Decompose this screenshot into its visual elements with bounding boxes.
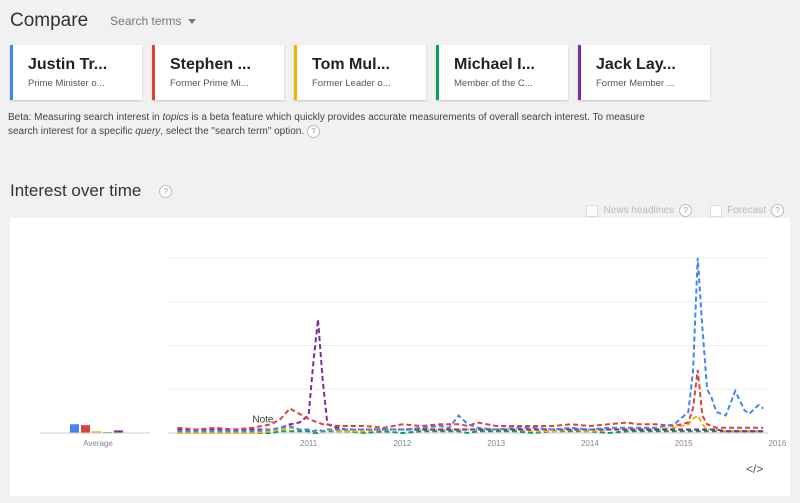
- help-icon[interactable]: ?: [771, 204, 784, 217]
- series-line: [177, 257, 764, 433]
- search-terms-label: Search terms: [110, 14, 182, 28]
- compare-cards: Justin Tr... Prime Minister o... Stephen…: [10, 45, 710, 100]
- card-color-bar: [152, 45, 155, 100]
- x-tick-label: 2012: [393, 439, 411, 448]
- chart-options: News headlines ? Forecast ?: [568, 204, 784, 217]
- interest-over-time-header: Interest over time ?: [10, 181, 173, 201]
- help-icon[interactable]: ?: [306, 125, 320, 138]
- average-bar: [92, 431, 101, 433]
- forecast-option[interactable]: Forecast ?: [710, 204, 784, 217]
- beta-text-3: , select the "search term" option.: [160, 126, 305, 138]
- news-headlines-checkbox[interactable]: [586, 204, 599, 217]
- card-desc: Former Leader o...: [312, 78, 391, 89]
- series-line: [177, 369, 764, 431]
- beta-notice: Beta: Measuring search interest in topic…: [8, 111, 648, 139]
- beta-text-1: Beta: Measuring search interest in: [8, 112, 163, 123]
- x-tick-label: 2015: [675, 439, 693, 448]
- topic-card-justin[interactable]: Justin Tr... Prime Minister o...: [10, 45, 142, 100]
- x-tick-label: 2016: [768, 439, 786, 448]
- card-desc: Member of the C...: [454, 78, 533, 89]
- search-terms-dropdown[interactable]: Search terms: [110, 14, 196, 28]
- topic-card-stephen[interactable]: Stephen ... Former Prime Mi...: [152, 45, 284, 100]
- embed-code-button[interactable]: </>: [746, 462, 764, 476]
- card-color-bar: [436, 45, 439, 100]
- card-color-bar: [578, 45, 581, 100]
- chart-panel: News headlines ? Forecast ? 2011 2012 2013…: [10, 204, 790, 496]
- average-bar: [81, 425, 90, 433]
- x-tick-label: 2013: [487, 439, 505, 448]
- average-bar: [114, 430, 123, 433]
- caret-down-icon: [187, 18, 196, 24]
- forecast-label: Forecast: [727, 205, 766, 216]
- x-tick-label: 2014: [581, 439, 599, 448]
- help-icon[interactable]: ?: [159, 184, 173, 198]
- card-desc: Former Prime Mi...: [170, 78, 249, 89]
- card-name: Justin Tr...: [28, 56, 108, 73]
- average-bar: [70, 424, 79, 433]
- series-line: [177, 319, 764, 433]
- card-name: Jack Lay...: [596, 56, 676, 73]
- card-desc: Prime Minister o...: [28, 78, 105, 89]
- card-desc: Former Member ...: [596, 78, 675, 89]
- x-tick-label: 2011: [300, 439, 318, 448]
- series-line: [177, 430, 764, 435]
- card-color-bar: [294, 45, 297, 100]
- card-name: Tom Mul...: [312, 56, 390, 73]
- topic-card-jack[interactable]: Jack Lay... Former Member ...: [578, 45, 710, 100]
- interest-chart: 2011 2012 2013 2014 2015 2016 Average Note: [40, 257, 787, 448]
- help-icon[interactable]: ?: [679, 204, 693, 217]
- card-color-bar: [10, 45, 13, 100]
- news-headlines-label: News headlines: [603, 205, 675, 216]
- card-name: Michael I...: [454, 56, 535, 73]
- news-headlines-option[interactable]: News headlines ?: [586, 204, 693, 217]
- beta-text-2: is a beta feature which quickly provides…: [8, 112, 645, 138]
- topic-card-tom[interactable]: Tom Mul... Former Leader o...: [294, 45, 426, 100]
- note-annotation: Note: [252, 415, 274, 426]
- average-label: Average: [83, 439, 113, 448]
- card-name: Stephen ...: [170, 56, 251, 73]
- forecast-checkbox[interactable]: [710, 204, 723, 217]
- beta-topics: topics: [162, 112, 189, 123]
- beta-query: query: [135, 126, 161, 138]
- interest-over-time-title: Interest over time: [10, 181, 142, 200]
- compare-title: Compare: [10, 10, 89, 31]
- topic-card-michael[interactable]: Michael I... Member of the C...: [436, 45, 568, 100]
- compare-header: Compare Search terms: [10, 6, 196, 36]
